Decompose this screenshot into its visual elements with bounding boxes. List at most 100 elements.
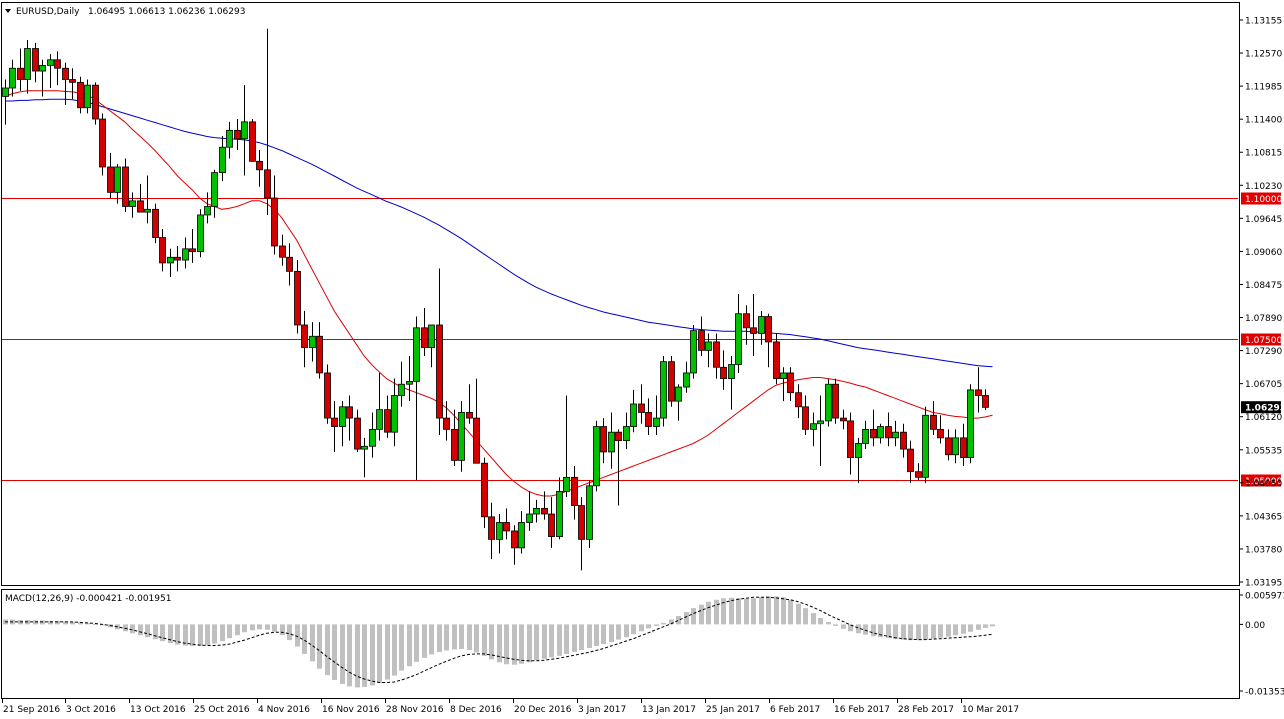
macd-bar-115	[863, 624, 868, 635]
candle-0	[2, 79, 9, 125]
macd-bar-18	[138, 624, 143, 636]
level-tag-0	[1241, 192, 1281, 205]
macd-bar-102	[766, 596, 771, 625]
macd-bar-109	[818, 617, 823, 625]
candle-17	[129, 192, 136, 218]
candle-57	[428, 324, 435, 368]
candle-7	[54, 51, 61, 86]
time-tick-label-5: 16 Nov 2016	[322, 705, 380, 715]
candle-65	[488, 502, 495, 560]
candle-56	[421, 308, 428, 357]
macd-bar-106	[796, 603, 801, 625]
candle-86	[645, 398, 652, 436]
candle-74	[556, 477, 563, 540]
macd-bar-78	[587, 624, 592, 649]
macd-bar-131	[983, 624, 988, 628]
macd-bar-110	[826, 621, 831, 625]
macd-bar-126	[946, 624, 951, 637]
macd-bar-118	[886, 624, 891, 639]
macd-bar-116	[871, 624, 876, 637]
candle-94	[705, 333, 712, 368]
macd-bar-66	[497, 624, 502, 663]
candle-63	[473, 378, 480, 464]
macd-bar-27	[205, 624, 210, 646]
candle-79	[593, 420, 600, 492]
candle-48	[361, 437, 368, 478]
chart-menu-triangle-icon[interactable]	[5, 9, 11, 13]
candle-28	[211, 169, 218, 218]
candle-122	[915, 463, 922, 481]
candle-72	[541, 491, 548, 520]
candle-71	[533, 499, 540, 523]
candle-3	[24, 40, 31, 94]
price-tick-label-5: 1.10230	[1245, 182, 1282, 192]
macd-bar-127	[953, 624, 958, 636]
candle-89	[668, 356, 675, 407]
candle-123	[922, 406, 929, 483]
macd-bar-33	[250, 624, 255, 631]
price-tick-label-1: 1.12570	[1245, 50, 1282, 60]
macd-bar-50	[377, 624, 382, 683]
candle-117	[877, 423, 884, 444]
level-tag-label-0: 1.10000	[1245, 195, 1282, 205]
candle-81	[608, 412, 615, 469]
candle-118	[885, 412, 892, 447]
macd-bar-91	[684, 612, 689, 625]
macd-bar-6	[48, 620, 53, 625]
macd-bar-97	[729, 597, 734, 625]
macd-bar-52	[392, 624, 397, 676]
chart-symbol: EURUSD,Daily	[16, 7, 80, 17]
macd-bar-105	[788, 599, 793, 625]
current-price-label: 1.06293	[1245, 404, 1284, 414]
macd-bar-30	[227, 624, 232, 639]
candle-108	[810, 412, 817, 447]
macd-bar-48	[362, 624, 367, 687]
time-tick-label-4: 4 Nov 2016	[258, 705, 310, 715]
macd-bar-65	[489, 624, 494, 660]
candle-77	[578, 497, 585, 571]
time-tick-label-7: 8 Dec 2016	[450, 705, 502, 715]
candle-103	[773, 333, 780, 385]
candle-68	[511, 525, 518, 565]
candle-41	[309, 322, 316, 362]
time-tick-label-0: 21 Sep 2016	[3, 705, 60, 715]
macd-bar-98	[736, 598, 741, 625]
candle-10	[77, 76, 84, 114]
candle-8	[62, 62, 69, 105]
candle-16	[122, 158, 129, 213]
candle-5	[39, 59, 46, 97]
macd-bar-112	[841, 624, 846, 629]
macd-bar-124	[931, 624, 936, 639]
candle-90	[675, 384, 682, 421]
time-tick-label-14: 28 Feb 2017	[898, 705, 954, 715]
level-tag-label-2: 1.05000	[1245, 477, 1282, 487]
candle-93	[698, 316, 705, 357]
candle-91	[683, 361, 690, 393]
macd-bar-64	[482, 624, 487, 656]
macd-bar-60	[452, 624, 457, 650]
candle-20	[152, 203, 159, 244]
macd-bar-81	[609, 624, 614, 643]
candle-38	[286, 243, 293, 286]
candle-121	[907, 440, 914, 483]
macd-bar-122	[916, 624, 921, 641]
price-tick-label-9: 1.07890	[1245, 314, 1282, 324]
candle-37	[279, 234, 286, 266]
macd-bar-71	[534, 624, 539, 661]
candle-40	[301, 310, 308, 368]
candle-62	[466, 384, 473, 424]
time-tick-label-15: 10 Mar 2017	[962, 705, 1019, 715]
macd-bar-87	[654, 624, 659, 626]
macd-bar-114	[856, 624, 861, 634]
macd-bar-83	[624, 624, 629, 638]
candle-53	[398, 361, 405, 407]
price-tick-label-2: 1.11985	[1245, 83, 1282, 93]
candle-104	[780, 367, 787, 402]
candle-4	[32, 42, 39, 83]
main-pane-frame	[1, 2, 1240, 586]
candle-109	[817, 395, 824, 467]
time-tick-label-9: 3 Jan 2017	[578, 705, 626, 715]
candle-21	[159, 229, 166, 272]
macd-bar-51	[385, 624, 390, 680]
